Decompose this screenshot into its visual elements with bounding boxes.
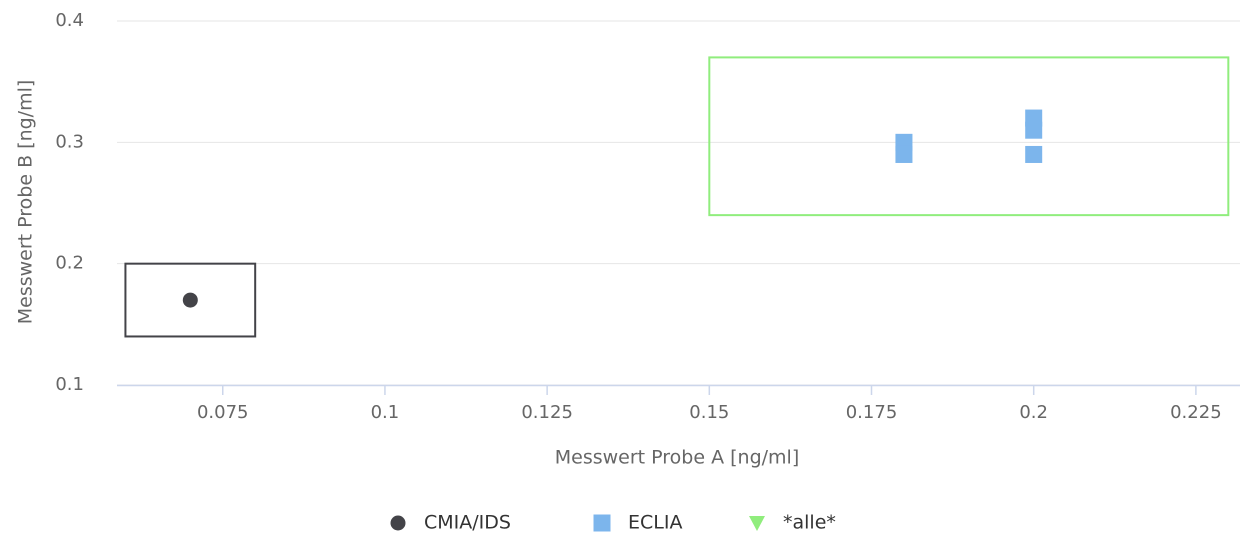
region-box bbox=[708, 56, 1230, 217]
legend-symbol bbox=[593, 514, 611, 532]
x-axis-title: Messwert Probe A [ng/ml] bbox=[555, 447, 800, 469]
y-tick-label: 0.4 bbox=[55, 10, 84, 31]
point bbox=[895, 145, 913, 163]
point bbox=[1025, 121, 1043, 139]
x-tick-label: 0.125 bbox=[521, 402, 573, 423]
region-box bbox=[124, 262, 257, 338]
legend-symbol bbox=[390, 515, 406, 531]
x-tick-label: 0.1 bbox=[371, 402, 400, 423]
y-axis-title: Messwert Probe B [ng/ml] bbox=[15, 80, 37, 325]
x-tick-label: 0.15 bbox=[689, 402, 729, 423]
legend-label[interactable]: *alle* bbox=[783, 512, 836, 534]
x-tick-label: 0.175 bbox=[846, 402, 898, 423]
y-tick-label: 0.1 bbox=[55, 374, 84, 395]
y-tick-label: 0.2 bbox=[55, 253, 84, 274]
point bbox=[182, 292, 198, 308]
legend-symbol bbox=[749, 516, 765, 531]
x-tick-label: 0.2 bbox=[1019, 402, 1048, 423]
x-tick-label: 0.225 bbox=[1170, 402, 1222, 423]
x-tick-label: 0.075 bbox=[197, 402, 249, 423]
legend-label[interactable]: CMIA/IDS bbox=[424, 512, 511, 534]
y-tick-label: 0.3 bbox=[55, 131, 84, 152]
legend-label[interactable]: ECLIA bbox=[628, 512, 682, 534]
point bbox=[1025, 145, 1043, 163]
